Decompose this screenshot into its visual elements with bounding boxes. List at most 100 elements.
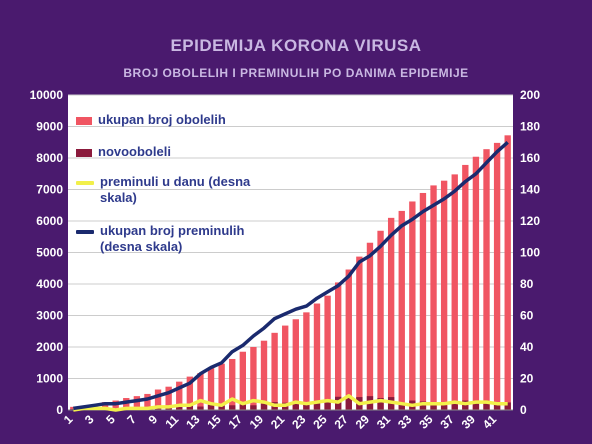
bar-cumulative-cases <box>207 368 215 410</box>
bar-cumulative-cases <box>133 396 141 410</box>
y-right-tick-label: 60 <box>520 309 534 323</box>
y-right-tick-label: 100 <box>520 246 540 260</box>
x-tick-label: 19 <box>247 412 267 432</box>
bar-new-cases <box>398 403 405 410</box>
bar-cumulative-cases <box>239 351 246 410</box>
bar-new-cases <box>377 398 384 410</box>
bar-new-cases <box>207 404 215 410</box>
bar-cumulative-cases <box>483 149 490 410</box>
bar-new-cases <box>218 405 225 410</box>
bar-cumulative-cases <box>218 363 225 410</box>
chart-subtitle: BROJ OBOLELIH I PREMINULIH PO DANIMA EPI… <box>123 66 469 80</box>
bar-cumulative-cases <box>250 347 257 410</box>
bar-new-cases <box>250 405 257 410</box>
legend-item-cumulative-deaths: ukupan broj preminulih (desna skala) <box>76 223 285 255</box>
y-right-tick-label: 180 <box>520 120 540 134</box>
x-tick-label: 25 <box>310 412 330 432</box>
chart-title: EPIDEMIJA KORONA VIRUSA <box>170 36 422 55</box>
bar-new-cases <box>345 397 352 410</box>
bar-new-cases <box>430 402 437 410</box>
y-left-tick-label: 7000 <box>36 183 63 197</box>
bar-new-cases <box>313 401 321 410</box>
legend-swatch-new-cases <box>76 149 92 157</box>
bar-new-cases <box>493 403 501 410</box>
x-tick-label: 7 <box>124 412 139 427</box>
y-right-tick-label: 200 <box>520 88 540 102</box>
bar-cumulative-cases <box>493 142 501 410</box>
x-tick-label: 13 <box>183 412 203 432</box>
bar-cumulative-cases <box>335 282 342 410</box>
bar-cumulative-cases <box>430 185 437 410</box>
y-left-tick-label: 5000 <box>36 246 63 260</box>
bar-cumulative-cases <box>324 295 331 410</box>
bar-new-cases <box>239 402 246 410</box>
bar-new-cases <box>483 402 490 410</box>
bar-cumulative-cases <box>154 389 162 410</box>
legend-item-new-cases: novooboleli <box>76 144 171 160</box>
bar-new-cases <box>472 401 480 410</box>
bar-cumulative-cases <box>440 180 448 410</box>
y-right-tick-label: 80 <box>520 277 534 291</box>
x-tick-label: 11 <box>163 412 182 431</box>
bar-cumulative-cases <box>377 230 384 410</box>
y-right-tick-label: 40 <box>520 340 534 354</box>
bar-cumulative-cases <box>313 303 321 410</box>
bar-cumulative-cases <box>345 269 352 410</box>
bar-cumulative-cases <box>292 319 299 410</box>
line-cumulative-deaths <box>73 140 509 411</box>
bar-cumulative-cases <box>451 174 458 410</box>
bar-cumulative-cases <box>144 393 151 410</box>
bar-new-cases <box>504 402 511 410</box>
bar-cumulative-cases <box>398 210 405 410</box>
x-tick-label: 1 <box>61 412 76 427</box>
x-tick-label: 15 <box>204 412 224 432</box>
y-left-tick-label: 4000 <box>36 277 63 291</box>
bar-new-cases <box>260 403 268 410</box>
legend-label-cumulative-deaths: ukupan broj preminulih (desna skala) <box>100 223 245 254</box>
x-tick-label: 9 <box>146 412 161 427</box>
x-tick-label: 21 <box>268 412 288 432</box>
bar-new-cases <box>419 401 427 410</box>
bar-cumulative-cases <box>260 340 268 410</box>
legend-swatch-daily-deaths <box>76 181 94 185</box>
bar-cumulative-cases <box>462 164 469 410</box>
x-tick-label: 33 <box>395 412 415 432</box>
bar-cumulative-cases <box>366 242 374 410</box>
y-left-tick-label: 10000 <box>30 88 64 102</box>
legend-swatch-cumulative-cases <box>76 117 92 125</box>
bar-new-cases <box>292 403 299 410</box>
x-tick-label: 39 <box>459 412 479 432</box>
y-left-tick-label: 6000 <box>36 214 63 228</box>
y-left-tick-label: 9000 <box>36 120 63 134</box>
bar-cumulative-cases <box>504 135 511 410</box>
y-left-tick-label: 0 <box>56 403 63 417</box>
bar-cumulative-cases <box>282 325 289 410</box>
y-right-tick-label: 140 <box>520 183 540 197</box>
legend-label-new-cases: novooboleli <box>98 144 171 159</box>
legend-label-cumulative-cases: ukupan broj obolelih <box>98 112 226 127</box>
y-right-tick-label: 0 <box>520 403 527 417</box>
y-left-tick-label: 2000 <box>36 340 63 354</box>
x-tick-label: 31 <box>374 412 394 432</box>
x-tick-label: 27 <box>332 412 352 432</box>
legend-item-daily-deaths: preminuli u danu (desna skala) <box>76 174 285 206</box>
line-daily-deaths <box>73 394 508 412</box>
bar-new-cases <box>303 403 310 410</box>
bar-new-cases <box>197 406 204 410</box>
y-right-tick-label: 20 <box>520 372 534 386</box>
y-right-tick-label: 160 <box>520 151 540 165</box>
bar-new-cases <box>440 405 448 410</box>
bar-new-cases <box>451 403 458 410</box>
bar-cumulative-cases <box>123 398 130 410</box>
y-left-tick-label: 8000 <box>36 151 63 165</box>
bar-cumulative-cases <box>271 332 278 410</box>
legend-swatch-cumulative-deaths <box>76 230 94 234</box>
x-tick-label: 41 <box>480 412 500 432</box>
y-left-tick-label: 3000 <box>36 309 63 323</box>
x-tick-label: 3 <box>82 412 97 427</box>
bar-cumulative-cases <box>101 402 109 410</box>
bar-cumulative-cases <box>176 381 183 410</box>
bar-cumulative-cases <box>165 386 172 410</box>
y-left-tick-label: 1000 <box>36 372 63 386</box>
